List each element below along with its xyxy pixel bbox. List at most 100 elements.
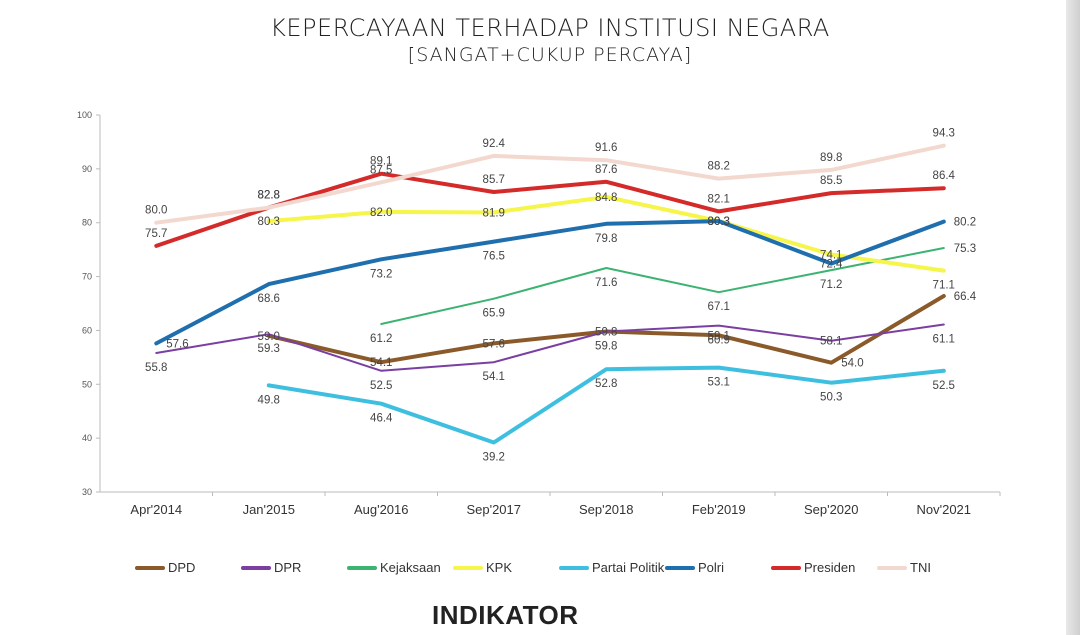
data-label-presiden-feb-2019: 82.1 [708, 193, 730, 205]
legend-label-tni: TNI [910, 560, 931, 575]
legend-label-polri: Polri [698, 560, 725, 575]
chart-series-lines [154, 143, 946, 445]
data-label-tni-sep-2017: 92.4 [483, 138, 506, 150]
x-tick-label-feb-2019: Feb'2019 [692, 502, 746, 517]
data-label-kejaksaan-feb-2019: 67.1 [708, 301, 730, 313]
series-line-kejaksaan [380, 247, 945, 325]
data-label-polri-apr-2014: 57.6 [166, 338, 188, 350]
y-tick-label-70: 70 [82, 272, 92, 282]
legend-swatch-dpr [241, 565, 271, 570]
legend-item-partai-politik: Partai Politik [559, 560, 664, 575]
data-label-dpd-aug-2016: 54.1 [370, 357, 392, 369]
data-label-dpr-feb-2019: 60.9 [708, 335, 730, 347]
data-label-partai-politik-jan-2015: 49.8 [258, 394, 280, 406]
legend-item-dpr: DPR [241, 560, 301, 575]
data-label-kejaksaan-sep-2020: 71.2 [820, 279, 842, 291]
indikator-logo: INDIKATOR [432, 600, 579, 630]
data-label-polri-sep-2017: 76.5 [483, 251, 505, 263]
chart-subtitle: [SANGAT+CUKUP PERCAYA] [407, 44, 693, 66]
series-line-dpr [155, 323, 945, 372]
right-frame-edge [1066, 0, 1080, 635]
legend-swatch-kejaksaan [347, 565, 377, 570]
data-label-polri-aug-2016: 73.2 [370, 268, 392, 280]
data-label-tni-sep-2018: 91.6 [595, 142, 617, 154]
data-label-dpr-apr-2014: 55.8 [145, 362, 167, 374]
chart-data-labels: 80.082.887.592.4 91.688.289.894.375.782.8… [145, 128, 977, 464]
data-label-polri-sep-2018: 79.8 [595, 233, 617, 245]
data-label-presiden-jan-2015: 82.8 [258, 190, 280, 202]
data-label-tni-sep-2020: 89.8 [820, 152, 842, 164]
data-label-kejaksaan-sep-2018: 71.6 [595, 277, 617, 289]
x-tick-label-sep-2017: Sep'2017 [466, 502, 521, 517]
data-label-kpk-feb-2019: 80.3 [708, 216, 730, 228]
data-label-kejaksaan-aug-2016: 61.2 [370, 333, 392, 345]
x-tick-label-sep-2020: Sep'2020 [804, 502, 859, 517]
legend-swatch-partai-politik [559, 565, 589, 570]
data-label-partai-politik-nov-2021: 52.5 [933, 380, 955, 392]
legend-label-dpd: DPD [168, 560, 196, 575]
chart-title: KEPERCAYAAN TERHADAP INSTITUSI NEGARA [270, 14, 830, 42]
data-label-dpr-jan-2015: 59.3 [258, 343, 280, 355]
data-label-presiden-nov-2021: 86.4 [933, 170, 956, 182]
data-label-presiden-aug-2016: 89.1 [370, 156, 392, 168]
line-chart: 30 40 50 60 70 80 90 100 Apr'2014 Jan'2015 Aug'201… [77, 110, 1001, 517]
data-label-polri-nov-2021: 80.2 [954, 217, 976, 229]
data-label-partai-politik-sep-2017: 39.2 [483, 451, 505, 463]
legend-item-kpk: KPK [453, 560, 512, 575]
legend-item-presiden: Presiden [771, 560, 855, 575]
y-tick-label-80: 80 [82, 218, 92, 228]
y-tick-label-50: 50 [82, 379, 92, 389]
series-line-partai-politik [266, 365, 946, 445]
data-label-partai-politik-aug-2016: 46.4 [370, 413, 393, 425]
data-label-dpd-sep-2020: 54.0 [841, 358, 863, 370]
data-label-presiden-sep-2018: 87.6 [595, 164, 617, 176]
legend-label-kejaksaan: Kejaksaan [380, 560, 441, 575]
data-label-dpr-nov-2021: 61.1 [933, 334, 955, 346]
data-label-presiden-sep-2020: 85.5 [820, 175, 842, 187]
legend-swatch-polri [665, 565, 695, 570]
legend-swatch-kpk [453, 565, 483, 570]
data-label-partai-politik-sep-2018: 52.8 [595, 378, 617, 390]
data-label-dpd-nov-2021: 66.4 [954, 291, 977, 303]
y-tick-label-40: 40 [82, 433, 92, 443]
legend-label-kpk: KPK [486, 560, 513, 575]
legend-label-dpr: DPR [274, 560, 302, 575]
x-tick-label-nov-2021: Nov'2021 [916, 502, 971, 517]
legend-swatch-tni [877, 565, 907, 570]
data-label-tni-apr-2014: 80.0 [145, 205, 167, 217]
legend-swatch-presiden [771, 565, 801, 570]
legend-label-partai-politik: Partai Politik [592, 560, 665, 575]
data-label-tni-jan-2015: 82.8 [258, 190, 280, 202]
y-tick-label-90: 90 [82, 164, 92, 174]
chart-axes: 30 40 50 60 70 80 90 100 Apr'2014 Jan'2015 Aug'201… [77, 110, 1001, 517]
data-label-kejaksaan-nov-2021: 75.3 [954, 243, 976, 255]
legend-item-polri: Polri [665, 560, 724, 575]
data-label-dpd-sep-2017: 57.6 [483, 338, 505, 350]
y-tick-label-60: 60 [82, 325, 92, 335]
legend-item-kejaksaan: Kejaksaan [347, 560, 441, 575]
chart-legend: DPD DPR Kejaksaan KPK Partai Politik Polri Pre… [0, 560, 1080, 584]
data-label-dpr-sep-2018: 59.8 [595, 341, 617, 353]
data-label-kpk-sep-2017: 81.9 [483, 207, 505, 219]
data-label-kejaksaan-sep-2017: 65.9 [483, 308, 505, 320]
data-label-tni-aug-2016: 87.5 [370, 164, 392, 176]
x-tick-label-sep-2018: Sep'2018 [579, 502, 634, 517]
data-label-presiden-apr-2014: 75.7 [145, 228, 167, 240]
data-label-kpk-jan-2015: 80.3 [258, 216, 280, 228]
legend-item-tni: TNI [877, 560, 931, 575]
data-label-polri-jan-2015: 68.6 [258, 293, 280, 305]
data-label-dpd-sep-2018: 59.8 [595, 327, 617, 339]
data-label-kpk-aug-2016: 82.0 [370, 207, 392, 219]
data-label-partai-politik-feb-2019: 53.1 [708, 377, 730, 389]
data-label-polri-sep-2020: 72.4 [820, 259, 843, 271]
data-label-kpk-sep-2020: 74.1 [820, 249, 842, 261]
series-line-tni [154, 143, 946, 225]
y-tick-label-30: 30 [82, 487, 92, 497]
data-label-kpk-sep-2018: 84.8 [595, 192, 617, 204]
data-label-dpd-jan-2015: 59.0 [258, 331, 280, 343]
data-label-dpr-sep-2017: 54.1 [483, 371, 505, 383]
y-tick-label-100: 100 [77, 110, 92, 120]
data-label-polri-feb-2019: 80.3 [708, 216, 730, 228]
data-label-tni-nov-2021: 94.3 [933, 128, 955, 140]
series-line-kpk [266, 194, 946, 273]
